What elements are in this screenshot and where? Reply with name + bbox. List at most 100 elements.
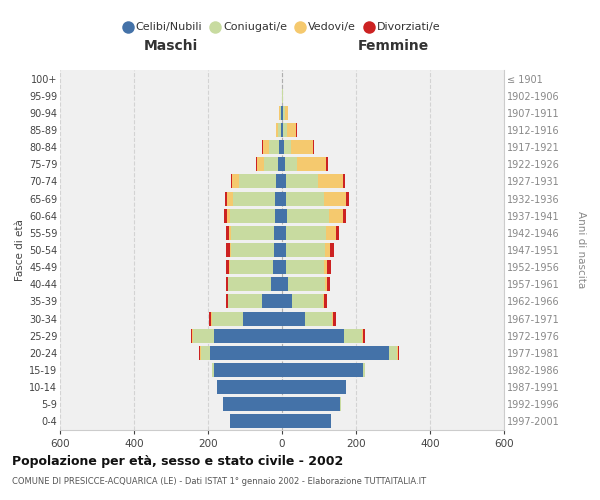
Bar (327, 260, 331, 274)
Bar (277, 174, 282, 188)
Bar (296, 123, 297, 137)
Bar (323, 294, 324, 308)
Bar (239, 174, 277, 188)
Bar (224, 208, 227, 222)
Bar (346, 192, 349, 205)
Bar (232, 174, 239, 188)
Bar (227, 294, 229, 308)
Bar (282, 294, 292, 308)
Text: Maschi: Maschi (144, 38, 198, 52)
Bar (232, 243, 274, 257)
Bar (226, 226, 229, 240)
Bar (332, 312, 335, 326)
Bar (282, 88, 283, 102)
Bar (282, 363, 362, 377)
Bar (230, 243, 232, 257)
Bar (226, 243, 230, 257)
Bar (273, 260, 282, 274)
Bar (262, 140, 263, 154)
Bar (282, 260, 286, 274)
Bar (327, 278, 330, 291)
Bar (282, 192, 286, 205)
Bar (325, 243, 331, 257)
Bar (227, 192, 233, 205)
Text: Femmine: Femmine (358, 38, 428, 52)
Bar (233, 192, 275, 205)
Bar (282, 140, 284, 154)
Bar (229, 278, 271, 291)
Legend: Celibi/Nubili, Coniugati/e, Vedovi/e, Divorziati/e: Celibi/Nubili, Coniugati/e, Vedovi/e, Di… (119, 18, 445, 37)
Bar (285, 158, 297, 172)
Bar (210, 346, 282, 360)
Bar (331, 243, 334, 257)
Bar (257, 158, 263, 172)
Bar (305, 312, 332, 326)
Bar (283, 123, 287, 137)
Bar (282, 243, 286, 257)
Bar (291, 140, 313, 154)
Bar (362, 328, 363, 342)
Bar (271, 278, 282, 291)
Bar (275, 208, 282, 222)
Bar (243, 312, 282, 326)
Bar (292, 294, 323, 308)
Bar (282, 346, 389, 360)
Bar (282, 208, 287, 222)
Bar (282, 312, 305, 326)
Bar (282, 174, 286, 188)
Bar (286, 243, 325, 257)
Text: Popolazione per età, sesso e stato civile - 2002: Popolazione per età, sesso e stato civil… (12, 455, 343, 468)
Bar (343, 174, 345, 188)
Bar (232, 226, 274, 240)
Bar (325, 278, 327, 291)
Bar (229, 294, 262, 308)
Text: COMUNE DI PRESICCE-ACQUARICA (LE) - Dati ISTAT 1° gennaio 2002 - Elaborazione TU: COMUNE DI PRESICCE-ACQUARICA (LE) - Dati… (12, 478, 426, 486)
Bar (287, 278, 325, 291)
Bar (193, 328, 214, 342)
Bar (230, 260, 273, 274)
Bar (362, 363, 365, 377)
Bar (324, 192, 346, 205)
Y-axis label: Fasce di età: Fasce di età (14, 219, 25, 281)
Bar (275, 192, 282, 205)
Bar (282, 278, 287, 291)
Bar (191, 328, 193, 342)
Bar (363, 328, 365, 342)
Bar (278, 123, 281, 137)
Bar (335, 226, 340, 240)
Bar (279, 140, 282, 154)
Bar (324, 294, 327, 308)
Bar (389, 346, 397, 360)
Bar (230, 208, 275, 222)
Bar (286, 260, 324, 274)
Bar (324, 260, 327, 274)
Bar (263, 158, 278, 172)
Bar (227, 208, 230, 222)
Bar (318, 174, 343, 188)
Bar (229, 260, 230, 274)
Bar (326, 158, 328, 172)
Bar (281, 123, 282, 137)
Bar (227, 260, 229, 274)
Bar (281, 106, 282, 120)
Bar (297, 158, 326, 172)
Bar (282, 226, 286, 240)
Bar (329, 208, 343, 222)
Bar (282, 106, 283, 120)
Bar (276, 123, 278, 137)
Bar (343, 208, 346, 222)
Bar (282, 123, 283, 137)
Bar (398, 346, 399, 360)
Bar (263, 140, 269, 154)
Bar (340, 398, 341, 411)
Bar (212, 363, 214, 377)
Bar (211, 312, 212, 326)
Bar (282, 414, 331, 428)
Bar (282, 398, 340, 411)
Bar (284, 140, 291, 154)
Bar (200, 346, 210, 360)
Bar (223, 398, 282, 411)
Bar (226, 278, 227, 291)
Bar (217, 380, 282, 394)
Bar (282, 380, 346, 394)
